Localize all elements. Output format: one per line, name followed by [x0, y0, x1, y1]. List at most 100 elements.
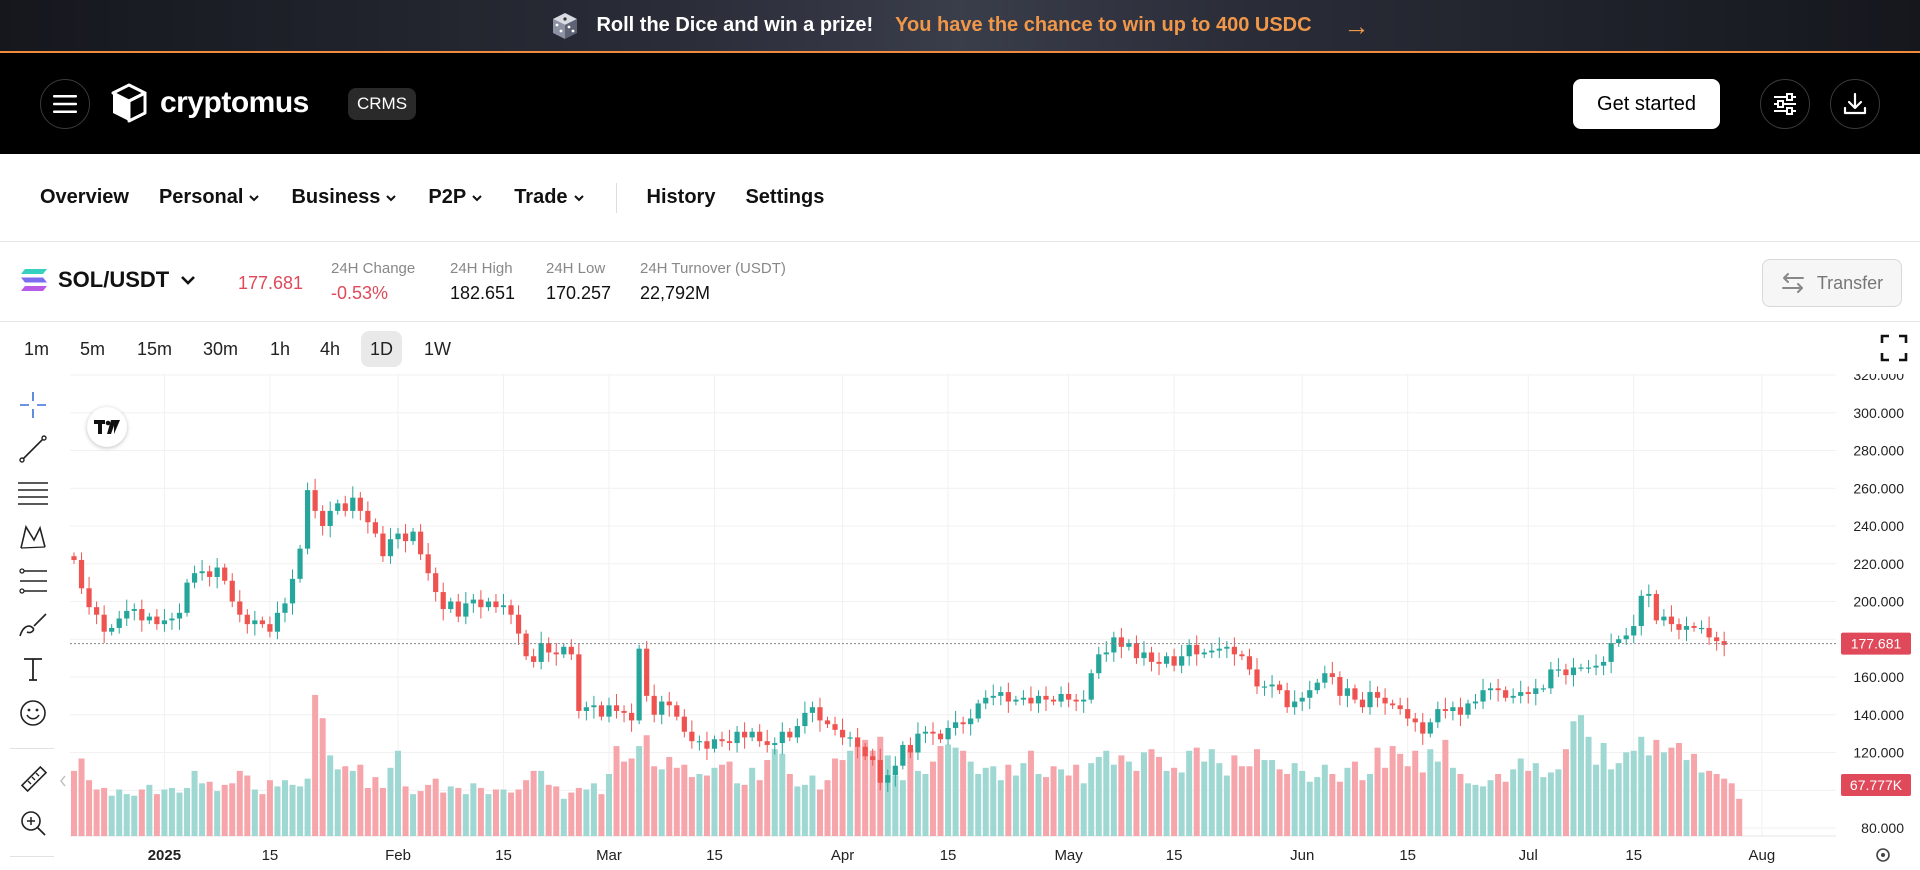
candle-body [1096, 654, 1102, 674]
candle-body [606, 705, 612, 717]
candle-body [885, 775, 891, 783]
tradingview-logo[interactable] [87, 407, 127, 447]
candle-body [327, 510, 333, 526]
nav-trade[interactable]: Trade [514, 186, 585, 209]
candle-body [945, 727, 951, 740]
pattern-tool[interactable] [16, 520, 50, 554]
chart-settings-icon [1876, 848, 1890, 862]
crosshair-tool[interactable] [16, 388, 50, 422]
get-started-button[interactable]: Get started [1573, 79, 1720, 129]
measure-tool[interactable] [16, 762, 50, 796]
transfer-button[interactable]: Transfer [1762, 259, 1902, 307]
candle-body [952, 722, 959, 728]
promo-subtitle[interactable]: You have the chance to win up to 400 USD… [895, 14, 1312, 36]
volume-bar [1472, 784, 1479, 836]
promo-banner[interactable]: Roll the Dice and win a prize! You have … [0, 0, 1920, 53]
price-chart[interactable]: 320.000 300.000 280.000 260.000 240.000 220.0… [0, 374, 1920, 870]
toolbar-divider [10, 856, 54, 857]
volume-bar [334, 769, 341, 836]
candle-body [877, 760, 883, 783]
text-tool[interactable] [16, 652, 50, 686]
candle-body [546, 643, 552, 653]
volume-bar [462, 794, 469, 836]
candle-body [1570, 667, 1577, 676]
volume-bar [417, 791, 424, 836]
candle-body [772, 743, 778, 745]
candle-body [1698, 627, 1705, 630]
candle-body [1721, 641, 1727, 645]
volume-bar [372, 777, 379, 836]
zoom-tool[interactable] [16, 806, 50, 840]
volume-bar [703, 775, 710, 836]
candle-body [1035, 695, 1042, 704]
nav-overview[interactable]: Overview [40, 186, 129, 209]
candle-body [1239, 654, 1245, 657]
volume-bar [1035, 774, 1042, 836]
candle-body [1126, 643, 1132, 647]
volume-bar [794, 786, 801, 836]
candle-body [109, 627, 115, 632]
brush-tool[interactable] [16, 608, 50, 642]
timeframe-5m[interactable]: 5m [80, 338, 106, 359]
volume-bar [1238, 766, 1245, 836]
volume-bar [696, 774, 703, 836]
candle-body [1374, 692, 1381, 698]
fullscreen-icon[interactable] [1880, 334, 1908, 362]
volume-bar [590, 783, 597, 836]
timeframe-15m[interactable]: 15m [137, 338, 173, 359]
candle-body [184, 582, 190, 613]
nav-personal[interactable]: Personal [159, 186, 261, 209]
volume-bar [1480, 786, 1487, 836]
volume-bar [832, 758, 839, 836]
timeframe-1m[interactable]: 1m [24, 338, 50, 359]
timeframe-1h[interactable]: 1h [270, 338, 291, 359]
arrow-right-icon[interactable]: → [1343, 10, 1370, 41]
volume-bar [1284, 774, 1291, 836]
pair-symbol: SOL/USDT [58, 267, 170, 292]
main-nav: Overview Personal Business P2P Trade His… [0, 154, 1920, 242]
timeframe-4h[interactable]: 4h [320, 338, 341, 359]
chevron-down-icon [573, 194, 584, 201]
candle-body [900, 744, 906, 766]
nav-settings[interactable]: Settings [745, 186, 824, 209]
menu-button[interactable] [40, 79, 90, 129]
stat-value: 182.651 [450, 283, 516, 303]
volume-bar [1231, 755, 1238, 836]
candle-body [1028, 697, 1034, 704]
volume-bar [869, 750, 876, 836]
candle-body [1186, 644, 1192, 657]
candle-body [1103, 652, 1109, 655]
volume-bar [259, 794, 266, 836]
candle-body [1683, 626, 1690, 630]
nav-business[interactable]: Business [291, 186, 398, 209]
candle-body [1013, 699, 1019, 702]
y-tick-label: 160.000 [1853, 669, 1904, 685]
crms-badge[interactable]: CRMS [348, 88, 417, 120]
trendline-tool[interactable] [16, 432, 50, 466]
volume-bar [515, 789, 522, 836]
volume-bar [161, 789, 168, 836]
volume-bar [945, 744, 952, 836]
chart-canvas[interactable]: 320.000 300.000 280.000 260.000 240.000 220.0… [0, 374, 1920, 870]
candle-body [485, 601, 492, 608]
settings-sliders-button[interactable] [1760, 79, 1810, 129]
volume-bar [749, 767, 756, 836]
logo[interactable]: cryptomus [110, 83, 309, 123]
timeframe-1d[interactable]: 1D [361, 331, 403, 367]
timeframe-1w[interactable]: 1W [424, 338, 451, 359]
last-price: 177.681 [238, 273, 304, 293]
download-button[interactable] [1830, 79, 1880, 129]
x-tick-label: 15 [1166, 847, 1183, 864]
volume-bar [1608, 769, 1615, 836]
candle-body [455, 601, 461, 617]
volume-bar [1073, 764, 1080, 836]
candle-body [1608, 643, 1614, 662]
volume-bar [500, 789, 507, 836]
pair-selector[interactable]: SOL/USDT [20, 267, 197, 293]
nav-history[interactable]: History [647, 186, 716, 209]
emoji-tool[interactable] [16, 696, 50, 730]
nav-p2p[interactable]: P2P [428, 186, 484, 209]
horizontal-lines-tool[interactable] [16, 476, 50, 510]
timeframe-30m[interactable]: 30m [203, 338, 239, 359]
fib-tool[interactable] [16, 564, 50, 598]
